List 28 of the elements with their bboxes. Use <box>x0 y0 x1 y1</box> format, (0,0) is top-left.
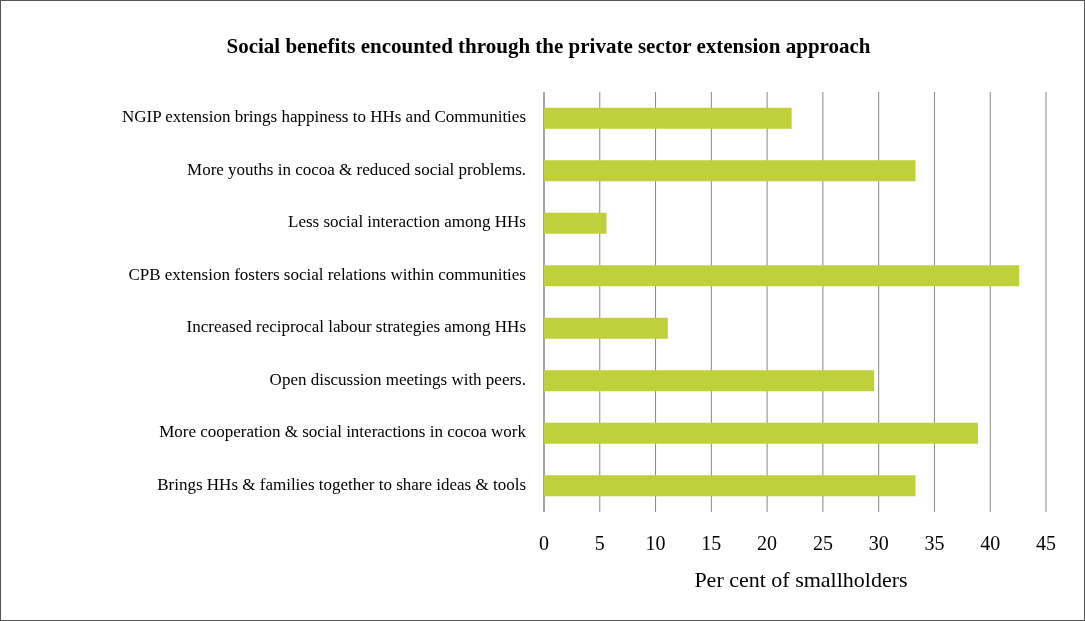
y-tick-label: CPB extension fosters social relations within communities <box>128 264 526 284</box>
x-tick-label: 35 <box>924 532 945 554</box>
x-tick-label: 45 <box>1036 532 1056 554</box>
x-tick-label: 10 <box>645 532 666 554</box>
y-tick-label: NGIP extension brings happiness to HHs and Communities <box>121 107 526 127</box>
x-tick-label: 30 <box>868 532 889 554</box>
y-tick-label: Less social interaction among HHs <box>288 212 526 232</box>
x-tick-label: 5 <box>594 532 605 554</box>
x-tick-label: 0 <box>539 532 549 554</box>
x-tick-label: 20 <box>757 532 778 554</box>
bar <box>544 370 875 392</box>
y-tick-label: More cooperation & social interactions in cocoa work <box>159 422 527 442</box>
y-tick-label: Increased reciprocal labour strategies among HHs <box>186 317 526 337</box>
bar <box>544 265 1020 287</box>
bar <box>544 160 916 182</box>
bar <box>544 212 607 234</box>
y-tick-label: More youths in cocoa & reduced social problems. <box>187 159 526 179</box>
y-tick-label: Open discussion meetings with peers. <box>269 369 526 389</box>
bar <box>544 107 792 129</box>
x-tick-label: 40 <box>980 532 1001 554</box>
bar <box>544 317 668 339</box>
y-tick-label: Brings HHs & families together to share ideas & tools <box>157 474 526 494</box>
bar <box>544 475 916 497</box>
x-axis-title: Per cent of smallholders <box>694 567 908 592</box>
x-tick-label: 25 <box>812 532 833 554</box>
bar <box>544 422 978 444</box>
chart-title: Social benefits encounted through the private sector extension approach <box>226 34 871 58</box>
x-tick-label: 15 <box>701 532 722 554</box>
